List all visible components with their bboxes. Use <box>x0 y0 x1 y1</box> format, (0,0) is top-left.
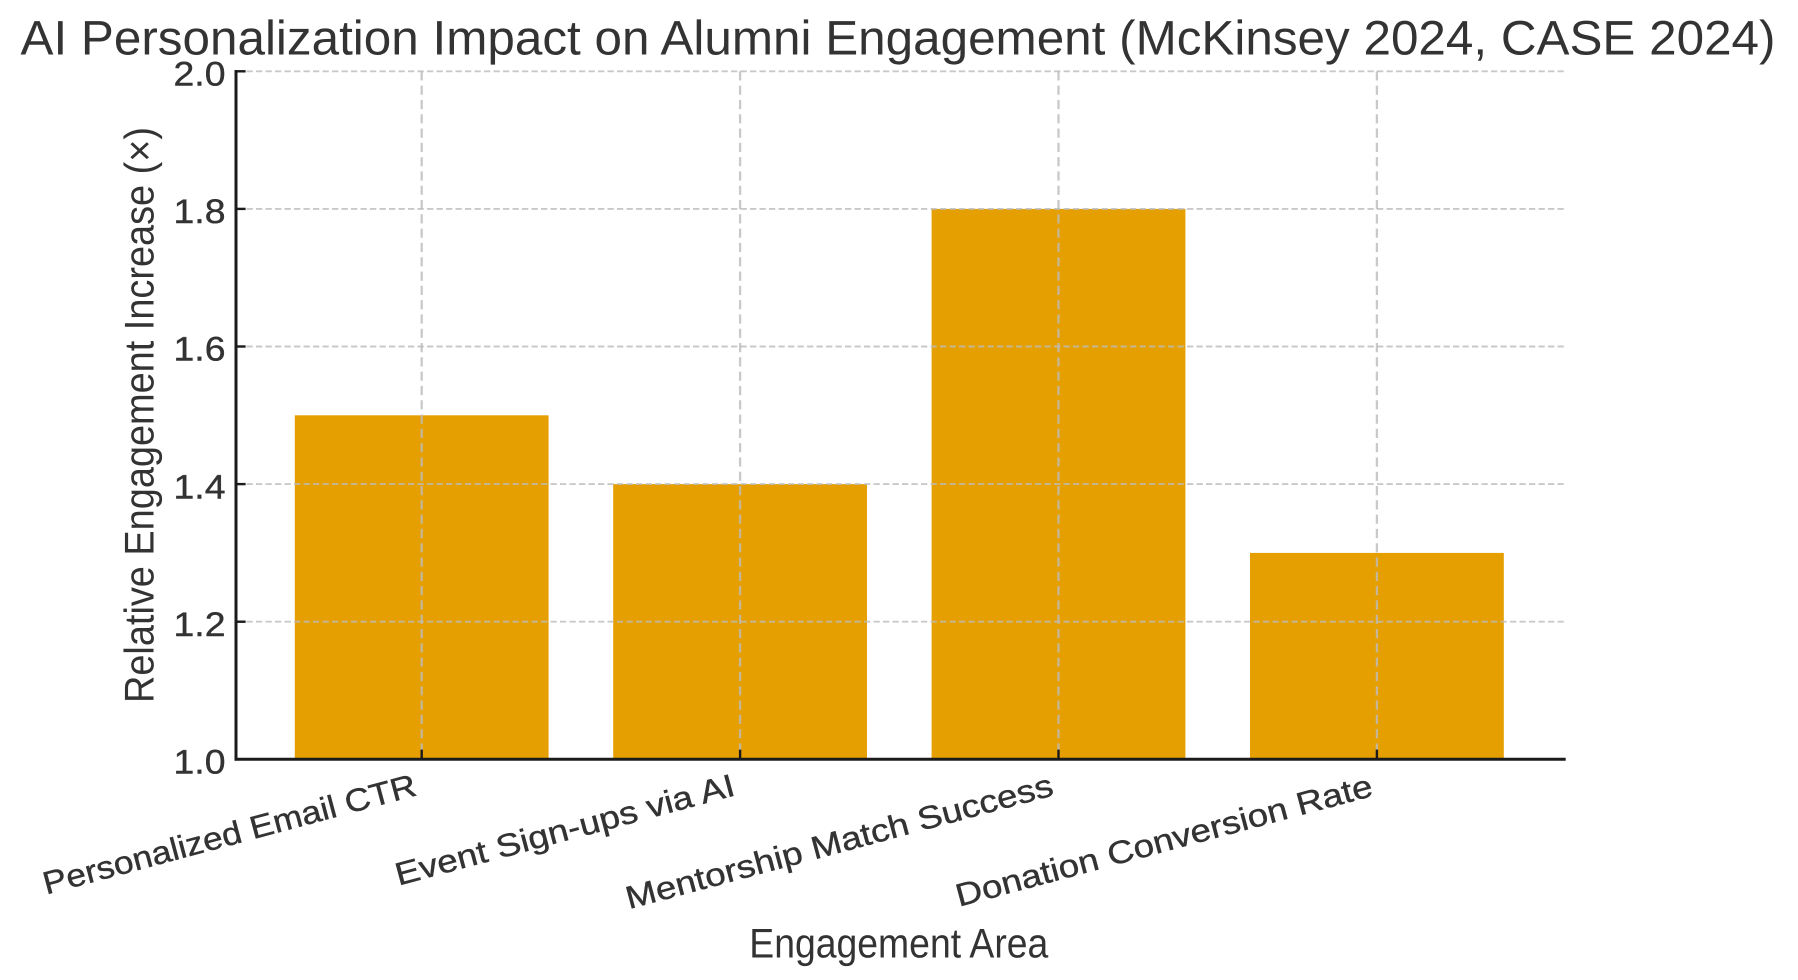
svg-text:1.2: 1.2 <box>174 606 226 644</box>
svg-text:Relative Engagement Increase (: Relative Engagement Increase (×) <box>116 127 163 703</box>
svg-text:1.4: 1.4 <box>174 468 226 506</box>
svg-text:1.0: 1.0 <box>174 744 226 782</box>
svg-text:Engagement Area: Engagement Area <box>749 919 1049 966</box>
svg-text:2.0: 2.0 <box>174 56 226 94</box>
svg-text:1.8: 1.8 <box>174 193 226 231</box>
svg-text:1.6: 1.6 <box>174 331 226 369</box>
svg-text:Personalized Email CTR: Personalized Email CTR <box>39 767 420 901</box>
svg-text:AI Personalization Impact on A: AI Personalization Impact on Alumni Enga… <box>21 12 1776 66</box>
